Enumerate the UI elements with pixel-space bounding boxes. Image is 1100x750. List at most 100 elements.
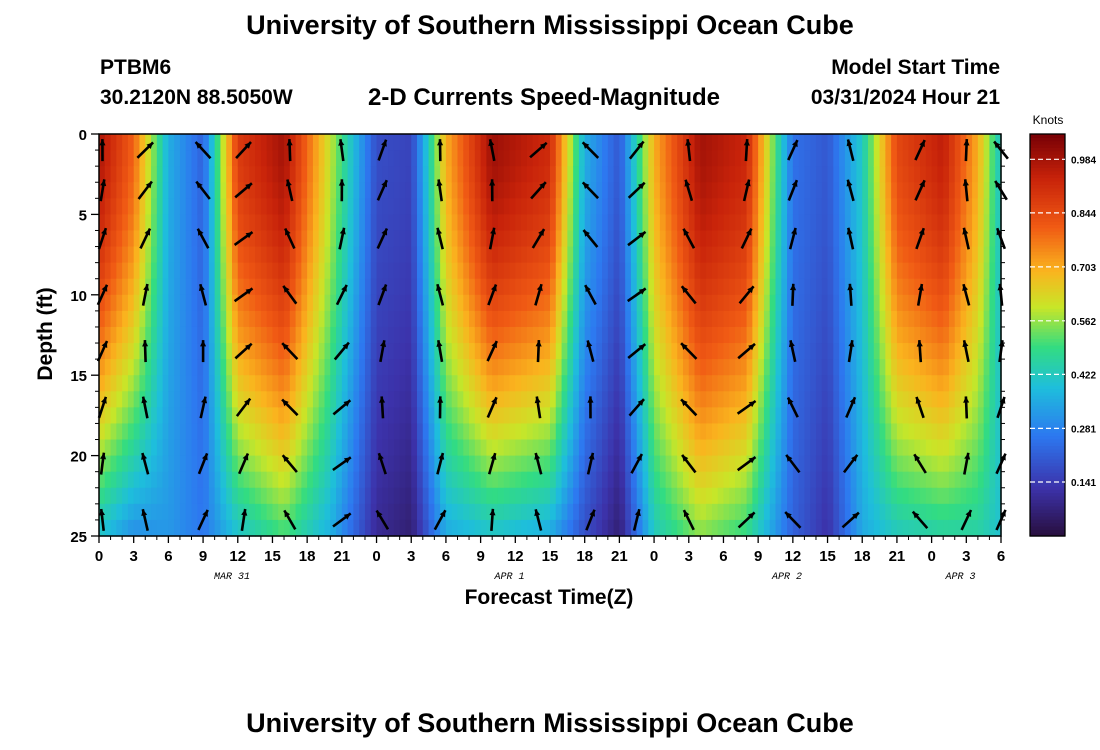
heatmap-cell	[613, 294, 620, 312]
heatmap-cell	[781, 423, 788, 441]
heatmap-cell	[567, 182, 574, 199]
heatmap-cell	[729, 423, 736, 441]
heatmap-cell	[255, 198, 262, 215]
heatmap-cell	[862, 343, 869, 360]
heatmap-cell	[706, 439, 713, 457]
heatmap-cell	[122, 198, 129, 215]
current-vector	[534, 452, 543, 475]
heatmap-cell	[596, 375, 603, 392]
heatmap-cell	[972, 343, 979, 360]
heatmap-cell	[815, 134, 823, 151]
heatmap-cell	[862, 246, 869, 264]
heatmap-cell	[255, 262, 262, 280]
heatmap-cell	[885, 294, 892, 312]
heatmap-cell	[133, 198, 141, 215]
heatmap-cell	[804, 326, 811, 344]
heatmap-cell	[538, 343, 545, 360]
heatmap-cell	[526, 134, 534, 151]
heatmap-cell	[266, 214, 274, 232]
heatmap-cell	[654, 198, 661, 215]
heatmap-cell	[954, 230, 962, 248]
heatmap-cell	[925, 487, 933, 505]
heatmap-cell	[607, 134, 615, 151]
heatmap-cell	[451, 278, 459, 296]
heatmap-cell	[798, 214, 806, 232]
heatmap-cell	[798, 407, 806, 425]
heatmap-cell	[596, 134, 603, 151]
current-vector	[379, 396, 386, 419]
heatmap-cell	[943, 326, 950, 344]
colorbar-segment	[1030, 395, 1065, 400]
heatmap-cell	[596, 182, 603, 199]
heatmap-cell	[787, 343, 794, 360]
heatmap-cell	[590, 391, 597, 408]
heatmap-cell	[457, 375, 464, 392]
heatmap-cell	[873, 246, 881, 264]
vector-head	[744, 179, 751, 187]
heatmap-cell	[139, 134, 146, 151]
heatmap-cell	[567, 166, 574, 183]
heatmap-cell	[677, 294, 684, 312]
heatmap-cell	[203, 407, 210, 425]
heatmap-cell	[827, 182, 834, 199]
heatmap-cell	[821, 134, 829, 151]
heatmap-cell	[451, 134, 459, 151]
heatmap-cell	[324, 423, 331, 441]
vector-head	[244, 142, 251, 149]
heatmap-cell	[717, 166, 725, 183]
heatmap-cell	[682, 487, 690, 505]
heatmap-cell	[151, 343, 158, 360]
heatmap-cell	[810, 407, 817, 425]
heatmap-cell	[272, 134, 279, 151]
heatmap-cell	[260, 262, 268, 280]
heatmap-cell	[821, 278, 829, 296]
heatmap-cell	[665, 150, 673, 167]
heatmap-cell	[226, 166, 233, 183]
heatmap-cell	[578, 423, 586, 441]
heatmap-cell	[208, 214, 216, 232]
heatmap-cell	[422, 150, 430, 167]
heatmap-cell	[428, 134, 435, 151]
heatmap-cell	[561, 455, 568, 473]
vector-head	[683, 510, 690, 518]
heatmap-cell	[827, 262, 834, 280]
heatmap-cell	[561, 150, 568, 167]
heatmap-cell	[179, 230, 187, 248]
heatmap-cell	[746, 391, 753, 408]
heatmap-cell	[289, 343, 297, 360]
heatmap-cell	[815, 375, 823, 392]
current-vector	[914, 139, 926, 161]
heatmap-cell	[613, 359, 620, 376]
heatmap-cell	[179, 503, 187, 521]
heatmap-cell	[480, 134, 487, 151]
heatmap-cell	[330, 310, 337, 328]
heatmap-cell	[740, 294, 748, 312]
heatmap-cell	[567, 519, 574, 537]
heatmap-cell	[948, 487, 956, 505]
heatmap-cell	[671, 134, 678, 151]
heatmap-cell	[821, 407, 829, 425]
heatmap-cell	[532, 150, 540, 167]
heatmap-cell	[330, 487, 337, 505]
heatmap-cell	[515, 439, 522, 457]
heatmap-cell	[966, 150, 973, 167]
heatmap-cell	[417, 407, 424, 425]
heatmap-cell	[336, 278, 343, 296]
heatmap-cell	[544, 455, 551, 473]
heatmap-cell	[659, 423, 667, 441]
current-vector	[338, 179, 345, 202]
heatmap-cell	[422, 375, 430, 392]
heatmap-cell	[463, 407, 470, 425]
model-start-label: Model Start Time	[831, 56, 1000, 79]
heatmap-cell	[324, 326, 331, 344]
heatmap-cell	[220, 310, 227, 328]
heatmap-cell	[440, 134, 447, 151]
heatmap-cell	[682, 391, 690, 408]
heatmap-cell	[931, 294, 938, 312]
heatmap-cell	[573, 375, 580, 392]
heatmap-cell	[862, 503, 869, 521]
heatmap-cell	[862, 278, 869, 296]
vector-head	[101, 284, 108, 292]
heatmap-cell	[341, 246, 349, 264]
current-vector	[685, 138, 692, 162]
